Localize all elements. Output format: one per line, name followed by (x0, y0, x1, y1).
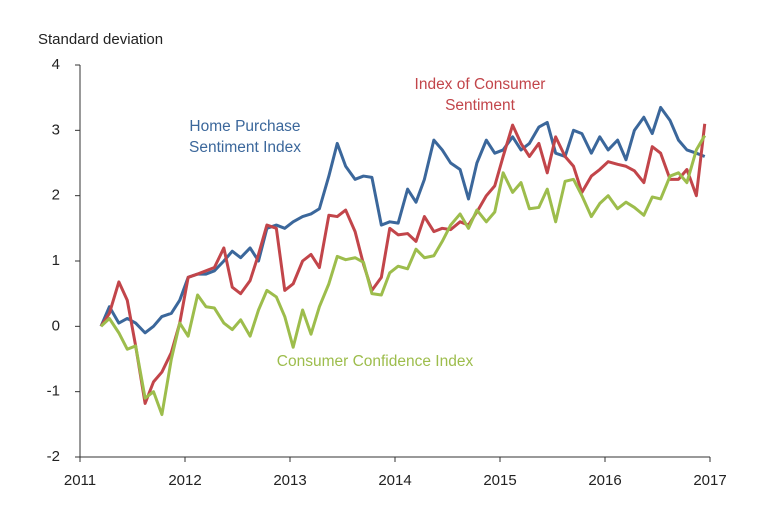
x-tick-label: 2016 (588, 472, 621, 489)
y-tick-label: 4 (52, 56, 60, 73)
x-tick-label: 2015 (483, 472, 516, 489)
y-tick-label: -1 (47, 383, 60, 400)
y-tick-label: 3 (52, 121, 60, 138)
series-line (99, 105, 706, 335)
x-tick-label: 2011 (64, 472, 96, 489)
y-tick-label: -2 (47, 448, 60, 465)
x-tick-label: 2017 (693, 472, 726, 489)
y-tick-label: 0 (52, 317, 60, 334)
series-label: Index of Consumer Sentiment (414, 76, 546, 114)
y-tick-label: 2 (52, 187, 60, 204)
y-axis-label: Standard deviation (38, 31, 163, 48)
series-line (99, 134, 707, 417)
series-label: Home Purchase Sentiment Index (188, 118, 301, 156)
series-line (99, 123, 707, 405)
y-tick-label: 1 (52, 252, 60, 269)
x-tick-label: 2012 (168, 472, 201, 489)
series-label: Consumer Confidence Index (276, 353, 474, 370)
x-tick-label: 2013 (273, 472, 306, 489)
x-tick-label: 2014 (378, 472, 411, 489)
